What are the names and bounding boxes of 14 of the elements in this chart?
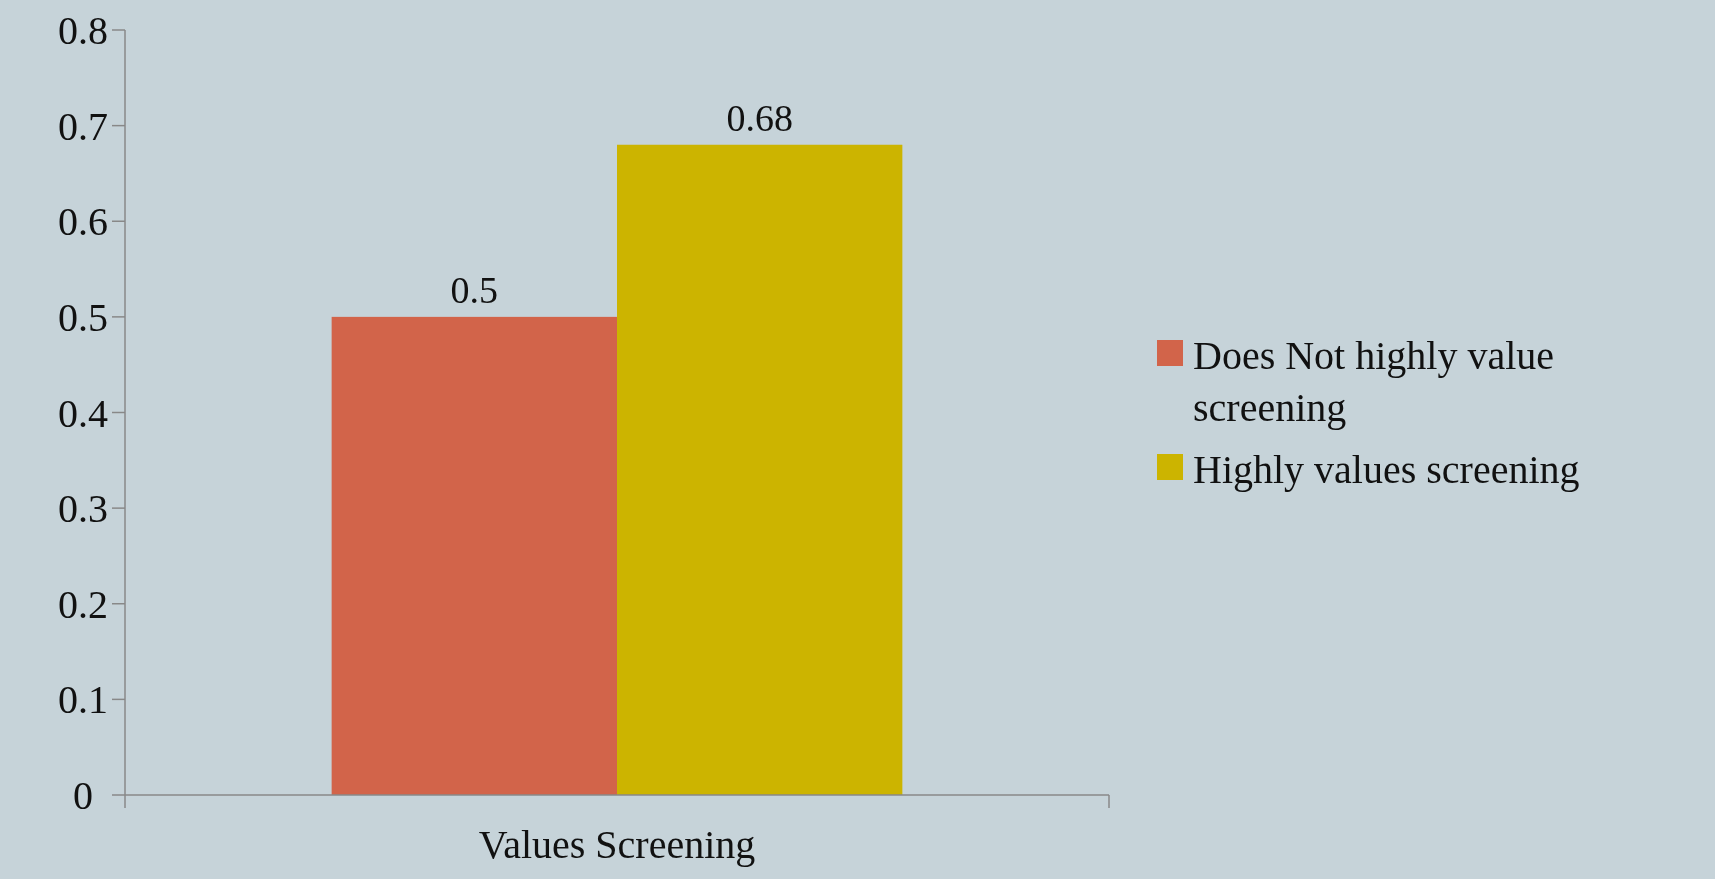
y-tick-label: 0.3 bbox=[58, 486, 108, 532]
data-label: 0.5 bbox=[450, 268, 499, 311]
y-tick-label: 0.7 bbox=[58, 103, 108, 149]
y-tick-label: 0.8 bbox=[58, 8, 108, 53]
y-tick-label: 0.1 bbox=[58, 677, 108, 723]
x-tick-label: Values Screening bbox=[478, 822, 756, 867]
data-label: 0.68 bbox=[726, 96, 793, 139]
y-tick-label: 0.5 bbox=[58, 294, 108, 340]
legend-label: Highly values screening bbox=[1193, 447, 1580, 492]
y-tick-label: 0.4 bbox=[58, 390, 108, 436]
legend-label: Does Not highly value screening bbox=[1193, 333, 1555, 430]
y-tick-label: 0 bbox=[73, 773, 93, 818]
y-tick-label: 0.6 bbox=[58, 199, 108, 245]
y-tick-label: 0.2 bbox=[58, 581, 108, 627]
